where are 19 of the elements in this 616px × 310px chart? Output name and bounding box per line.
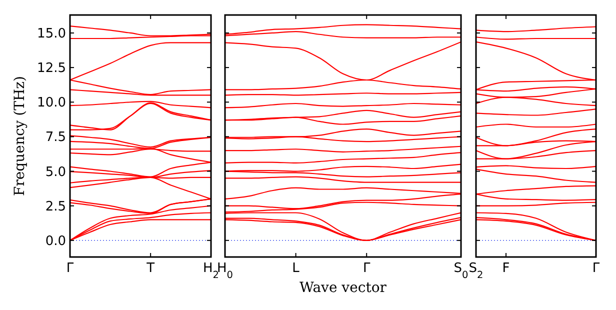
x-tick-label: S$_{2}$ bbox=[468, 261, 484, 280]
x-tick-label: S$_{0}$ bbox=[454, 261, 468, 280]
x-tick-label: H$_{2}$ bbox=[203, 261, 219, 280]
y-tick-label: 2.5 bbox=[45, 199, 66, 214]
x-tick-label: H$_{0}$ bbox=[217, 261, 233, 280]
y-tick-label: 7.5 bbox=[45, 130, 66, 146]
x-tick-label: Γ bbox=[362, 261, 371, 276]
x-tick-label: Γ bbox=[592, 261, 600, 276]
x-tick-label: T bbox=[146, 261, 155, 276]
y-tick-label: 10.0 bbox=[37, 96, 66, 111]
y-tick-label: 5.0 bbox=[45, 164, 66, 180]
x-tick-label: L bbox=[292, 261, 300, 276]
y-axis-title: Frequency (THz) bbox=[12, 76, 28, 196]
x-tick-label: F bbox=[502, 261, 510, 276]
y-tick-label: 0.0 bbox=[45, 234, 66, 249]
y-tick-label: 12.5 bbox=[37, 61, 66, 76]
x-axis-title: Wave vector bbox=[300, 280, 387, 296]
x-tick-label: Γ bbox=[66, 261, 74, 276]
y-tick-label: 15.0 bbox=[37, 26, 66, 42]
